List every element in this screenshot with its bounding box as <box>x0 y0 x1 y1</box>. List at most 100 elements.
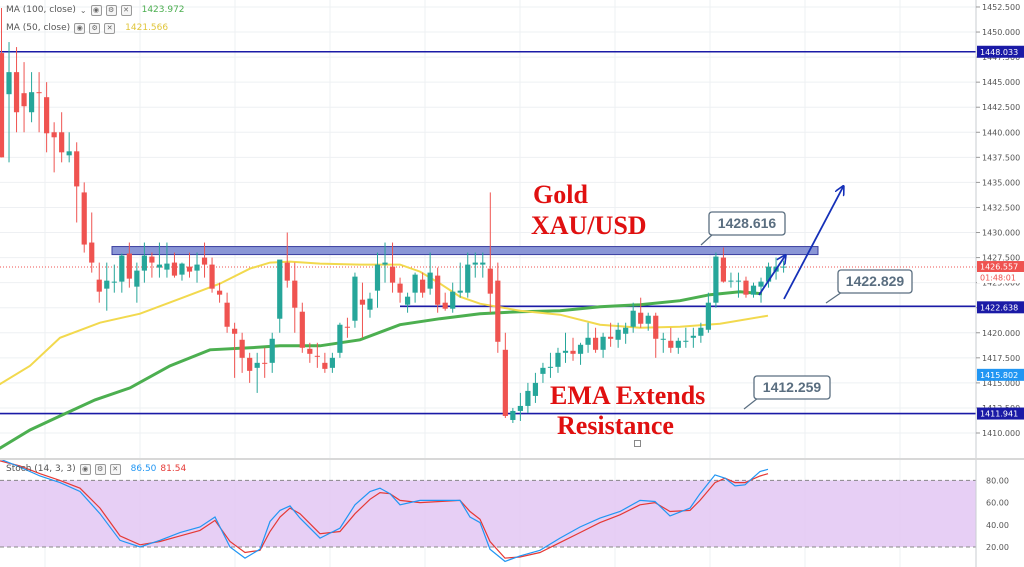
stoch-k-line[interactable] <box>0 458 769 563</box>
candle-body[interactable] <box>164 263 170 270</box>
resistance-zone[interactable] <box>111 246 819 256</box>
scroll-handle[interactable] <box>634 440 641 447</box>
candle-body[interactable] <box>13 72 20 113</box>
candle-body[interactable] <box>743 280 749 295</box>
candle-body[interactable] <box>126 253 132 279</box>
trend-arrow-long[interactable] <box>783 187 843 300</box>
candle-body[interactable] <box>577 344 584 354</box>
candle-body[interactable] <box>209 264 215 289</box>
candle-body[interactable] <box>171 262 178 276</box>
candle-body[interactable] <box>111 281 117 283</box>
candle-body[interactable] <box>450 291 456 309</box>
callout-low-box[interactable] <box>753 375 831 400</box>
candle-body[interactable] <box>608 336 614 339</box>
candle-body[interactable] <box>74 151 80 187</box>
close-icon[interactable]: ✕ <box>120 4 132 16</box>
candle-body[interactable] <box>254 362 260 368</box>
candle-body[interactable] <box>382 262 388 265</box>
pane-divider[interactable] <box>0 458 1024 460</box>
chevron-down-icon[interactable]: ⌄ <box>79 5 87 15</box>
close-icon[interactable]: ✕ <box>104 22 116 34</box>
candle-body[interactable] <box>480 262 486 265</box>
candle-body[interactable] <box>36 92 42 94</box>
candle-body[interactable] <box>690 335 696 338</box>
candle-body[interactable] <box>299 311 305 348</box>
candle-body[interactable] <box>698 327 704 336</box>
candle-body[interactable] <box>224 302 230 327</box>
candle-body[interactable] <box>525 390 531 406</box>
candle-body[interactable] <box>156 264 163 268</box>
candle-body[interactable] <box>344 326 351 328</box>
candle-body[interactable] <box>66 151 72 156</box>
candle-body[interactable] <box>555 352 561 367</box>
gear-icon[interactable]: ⚙ <box>89 22 101 34</box>
candle-body[interactable] <box>592 337 599 350</box>
candle-body[interactable] <box>59 132 65 153</box>
trend-arrow-short[interactable] <box>758 256 785 296</box>
candle-body[interactable] <box>322 362 328 369</box>
candle-body[interactable] <box>239 339 245 358</box>
candle-body[interactable] <box>149 256 155 263</box>
candle-body[interactable] <box>600 336 606 350</box>
candle-body[interactable] <box>337 324 343 353</box>
candle-body[interactable] <box>292 280 298 308</box>
candle-body[interactable] <box>465 264 471 293</box>
candle-body[interactable] <box>389 266 396 283</box>
candle-body[interactable] <box>179 263 185 275</box>
candle-body[interactable] <box>420 279 426 293</box>
candle-body[interactable] <box>89 242 95 263</box>
eye-icon[interactable]: ◉ <box>90 4 102 16</box>
candle-body[interactable] <box>780 266 787 268</box>
candle-body[interactable] <box>141 255 147 271</box>
candle-body[interactable] <box>269 338 275 363</box>
candle-body[interactable] <box>457 290 463 293</box>
candle-body[interactable] <box>201 257 208 265</box>
candle-body[interactable] <box>668 340 674 348</box>
candle-body[interactable] <box>472 262 478 265</box>
ma100-line[interactable] <box>0 290 763 450</box>
candle-body[interactable] <box>675 340 681 348</box>
candle-body[interactable] <box>352 276 358 321</box>
candle-body[interactable] <box>705 302 711 330</box>
candle-body[interactable] <box>96 279 102 292</box>
candle-body[interactable] <box>585 337 591 345</box>
candle-body[interactable] <box>570 350 576 354</box>
candle-body[interactable] <box>442 302 448 309</box>
candle-body[interactable] <box>119 255 125 282</box>
candle-body[interactable] <box>81 192 87 245</box>
candle-body[interactable] <box>540 367 546 374</box>
candle-body[interactable] <box>28 92 35 113</box>
candle-body[interactable] <box>194 264 200 271</box>
candle-body[interactable] <box>532 382 539 396</box>
eye-icon[interactable]: ◉ <box>79 463 91 475</box>
candle-body[interactable] <box>547 366 554 368</box>
candle-body[interactable] <box>502 349 508 416</box>
eye-icon[interactable]: ◉ <box>74 22 86 34</box>
candle-body[interactable] <box>638 312 644 324</box>
candle-body[interactable] <box>374 264 381 291</box>
candle-body[interactable] <box>44 97 50 134</box>
candle-body[interactable] <box>404 296 411 305</box>
candle-body[interactable] <box>284 262 290 281</box>
stoch-d-line[interactable] <box>0 460 769 559</box>
candle-body[interactable] <box>623 327 629 334</box>
gear-icon[interactable]: ⚙ <box>94 463 106 475</box>
candle-body[interactable] <box>615 329 621 340</box>
candle-body[interactable] <box>510 410 516 420</box>
candle-body[interactable] <box>765 266 772 282</box>
candle-body[interactable] <box>495 280 501 342</box>
candle-body[interactable] <box>713 256 719 303</box>
candle-body[interactable] <box>232 328 238 334</box>
ma50-line[interactable] <box>0 260 769 386</box>
callout-mid-box[interactable] <box>837 269 913 294</box>
candle-body[interactable] <box>247 357 253 371</box>
candle-body[interactable] <box>435 275 441 305</box>
candle-body[interactable] <box>750 285 757 295</box>
candle-body[interactable] <box>645 315 651 324</box>
candle-body[interactable] <box>6 72 12 95</box>
candle-body[interactable] <box>329 357 335 368</box>
candle-body[interactable] <box>262 362 268 364</box>
gear-icon[interactable]: ⚙ <box>105 4 117 16</box>
candle-body[interactable] <box>307 348 313 354</box>
